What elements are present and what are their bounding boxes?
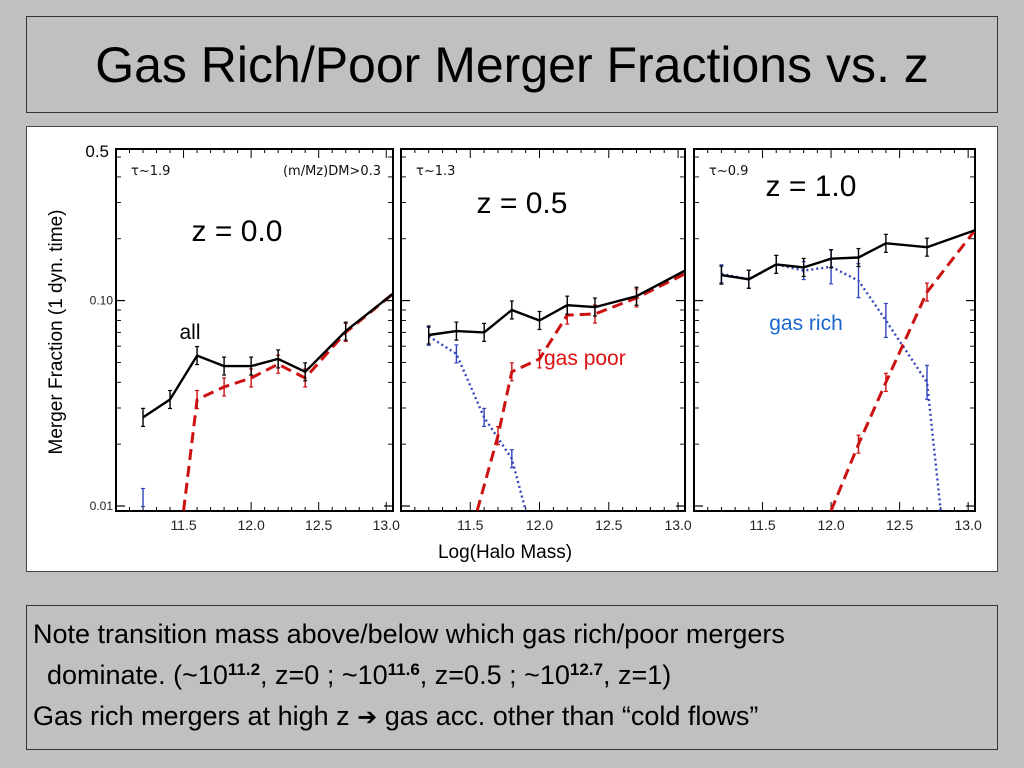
- note-line-3: Gas rich mergers at high z ➔ gas acc. ot…: [33, 696, 991, 738]
- note-line-1: Note transition mass above/below which g…: [33, 619, 785, 649]
- slide-title: Gas Rich/Poor Merger Fractions vs. z: [95, 36, 929, 93]
- note-line-2-suffix: , z=1): [602, 660, 672, 690]
- x-tick-label: 12.5: [595, 517, 622, 533]
- x-tick-label: 13.0: [373, 517, 400, 533]
- note-line-2-mid1: , z=0 ; ~10: [260, 660, 388, 690]
- tau-label: τ~0.9: [709, 164, 748, 179]
- panel-series: [719, 229, 975, 511]
- mass-cut-label: (m/Mz)DM>0.3: [283, 164, 381, 179]
- x-tick-label: 12.5: [886, 517, 913, 533]
- panel-series: [141, 292, 393, 511]
- z-label: z = 1.0: [766, 170, 857, 203]
- panel-0: [115, 148, 394, 512]
- slide-title-box: Gas Rich/Poor Merger Fractions vs. z: [26, 16, 998, 113]
- note-box: Note transition mass above/below which g…: [26, 605, 998, 750]
- panel-frame: [693, 148, 976, 512]
- x-tick-label: 12.5: [305, 517, 332, 533]
- y-axis-label: Merger Fraction (1 dyn. time): [46, 210, 67, 455]
- merger-fraction-chart: Merger Fraction (1 dyn. time) 0.5 0.10 0.01…: [46, 142, 982, 563]
- figure-box: Merger Fraction (1 dyn. time) 0.5 0.10 0.01…: [26, 126, 998, 572]
- series-line-gas-rich: [428, 335, 527, 511]
- x-tick-label: 11.5: [457, 517, 483, 533]
- x-tick-label: 11.5: [749, 517, 775, 533]
- annotation-gas-poor: gas poor: [544, 347, 626, 370]
- y-tick-label: 0.10: [90, 294, 114, 308]
- x-tick-label: 13.0: [955, 517, 982, 533]
- x-tick-label: 12.0: [526, 517, 553, 533]
- panel-1: [400, 148, 686, 512]
- annotation-gas-rich: gas rich: [769, 312, 843, 335]
- y-tick-label-top: 0.5: [85, 142, 109, 161]
- tau-label: τ~1.9: [131, 164, 170, 179]
- x-tick-label: 13.0: [664, 517, 691, 533]
- panel-2: [693, 148, 976, 512]
- note-line-2-mid2: , z=0.5 ; ~10: [419, 660, 570, 690]
- z-label: z = 0.0: [192, 215, 283, 248]
- note-line-2: dominate. (~1011.2, z=0 ; ~1011.6, z=0.5…: [33, 655, 991, 696]
- x-tick-label: 11.5: [170, 517, 196, 533]
- x-tick-label: 12.0: [237, 517, 264, 533]
- x-axis-label: Log(Halo Mass): [438, 542, 572, 563]
- note-exponent-1: 11.2: [227, 660, 261, 679]
- series-line-gas-poor: [182, 292, 393, 511]
- note-exponent-3: 12.7: [569, 660, 603, 679]
- panel-frame: [115, 148, 394, 512]
- panel-series: [426, 269, 685, 511]
- z-label: z = 0.5: [477, 187, 568, 220]
- note-line-3-suffix: gas acc. other than “cold flows”: [377, 701, 759, 731]
- annotation-all: all: [179, 321, 200, 344]
- right-arrow-icon: ➔: [357, 703, 378, 731]
- panel-frame: [400, 148, 686, 512]
- note-line-3-prefix: Gas rich mergers at high z: [33, 701, 358, 731]
- note-line-2-prefix: dominate. (~10: [47, 660, 228, 690]
- tau-label: τ~1.3: [416, 164, 455, 179]
- y-tick-label: 0.01: [90, 499, 114, 513]
- x-tick-label: 12.0: [817, 517, 844, 533]
- note-exponent-2: 11.6: [387, 660, 420, 679]
- series-line-gas-poor: [475, 272, 685, 511]
